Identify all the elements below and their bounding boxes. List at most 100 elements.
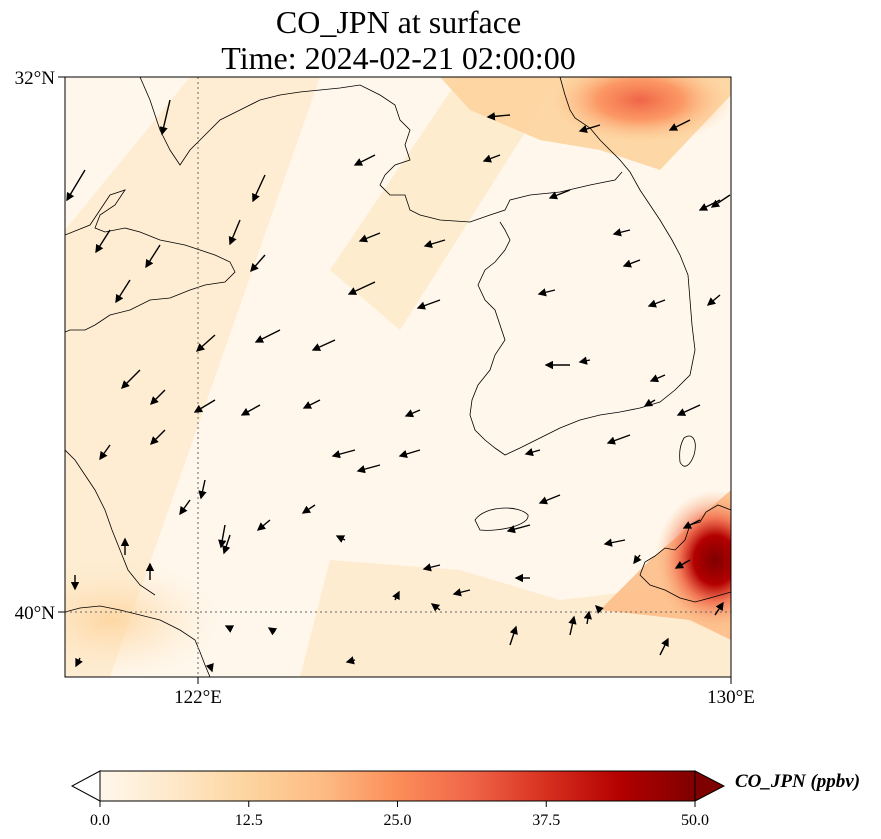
wind-arrow <box>668 119 691 131</box>
wind-arrow <box>250 254 266 273</box>
field-band-south <box>300 560 731 677</box>
x-tick-label-130: 130°E <box>707 687 755 708</box>
wind-arrow <box>150 389 166 405</box>
field-band-west <box>65 77 320 677</box>
concentration-field <box>65 77 731 677</box>
coast-yangtze-mouth <box>65 605 211 677</box>
wind-arrow <box>145 244 161 269</box>
wind-arrow <box>311 339 336 351</box>
colorbar-tick-label: 0.0 <box>90 812 110 829</box>
x-tick-label-122: 122°E <box>174 687 222 708</box>
wind-arrow <box>659 637 669 656</box>
wind-arrow <box>205 663 214 673</box>
wind-arrow <box>423 239 446 249</box>
wind-arrow <box>509 625 518 646</box>
wind-arrow <box>622 259 641 268</box>
wind-arrow <box>643 398 656 407</box>
wind-arrow <box>524 448 541 457</box>
wind-arrow <box>358 232 381 243</box>
wind-arrow <box>486 112 511 121</box>
colorbar-tick-label: 25.0 <box>384 812 412 829</box>
wind-arrow <box>345 656 356 665</box>
coast-liaodong-korea-bay <box>139 77 623 223</box>
wind-arrow <box>267 627 278 636</box>
colorbar-tick-label: 37.5 <box>532 812 560 829</box>
colorbar: 0.0 12.5 25.0 37.5 50.0 CO_JPN (ppbv) <box>70 770 860 829</box>
wind-arrow <box>301 504 316 514</box>
colorbar-over-triangle <box>694 770 726 802</box>
wind-arrow <box>649 374 666 383</box>
wind-arrow <box>452 588 471 597</box>
wind-arrow <box>506 524 531 534</box>
coastlines <box>65 77 731 677</box>
colorbar-gradient <box>99 770 696 802</box>
y-tick-label-32: 40°N <box>15 603 56 624</box>
colorbar-label: CO_JPN (ppbv) <box>735 771 860 792</box>
wind-arrow <box>218 524 227 549</box>
wind-arrow <box>121 369 141 389</box>
chart-subtitle: Time: 2024-02-21 02:00:00 <box>221 40 576 76</box>
wind-arrow <box>676 404 701 416</box>
chart-title: CO_JPN at surface <box>275 4 522 40</box>
colorbar-under-triangle <box>70 770 101 802</box>
wind-arrow <box>179 499 191 516</box>
x-axis: 122°E 130°E <box>174 677 755 708</box>
colorbar-tick-label: 12.5 <box>235 812 263 829</box>
wind-arrow <box>568 615 577 636</box>
wind-arrow <box>595 605 604 614</box>
wind-arrow <box>674 559 691 569</box>
wind-arrow <box>335 535 346 543</box>
wind-arrow <box>422 563 441 572</box>
wind-arrow <box>682 519 701 529</box>
wind-arrow <box>537 288 556 297</box>
wind-arrow <box>331 449 356 459</box>
wind-arrow <box>548 189 571 200</box>
wind-arrow <box>195 334 216 352</box>
wind-arrow <box>392 590 400 601</box>
wind-arrow <box>159 99 171 136</box>
wind-arrow <box>302 399 321 409</box>
y-axis: 32°N 40°N <box>15 68 65 624</box>
wind-arrow <box>612 228 631 237</box>
wind-arrow <box>254 329 281 343</box>
wind-arrow <box>66 169 86 202</box>
wind-arrow <box>222 534 231 555</box>
wind-arrow <box>404 409 421 418</box>
wind-arrow <box>538 494 561 505</box>
wind-arrow <box>633 554 642 565</box>
wind-arrow <box>606 434 631 445</box>
field-se-hotspot <box>655 490 731 630</box>
wind-arrow <box>482 154 501 163</box>
wind-arrow <box>647 299 666 308</box>
colorbar-ticks: 0.0 12.5 25.0 37.5 50.0 <box>90 801 709 829</box>
wind-arrow <box>75 657 83 668</box>
field-soft-sw <box>65 560 220 677</box>
wind-arrow <box>710 194 731 208</box>
wind-arrow <box>353 154 376 166</box>
coast-jiangsu <box>65 449 156 596</box>
wind-arrow <box>228 219 241 246</box>
wind-arrow <box>115 279 131 304</box>
field-band-north <box>330 77 560 330</box>
wind-arrow <box>150 429 166 445</box>
y-tick-label-40: 32°N <box>15 68 56 89</box>
wind-arrow <box>95 229 111 254</box>
wind-arrow <box>578 356 591 365</box>
wind-arrow <box>240 404 261 416</box>
coast-kyushu <box>639 504 731 603</box>
wind-arrow <box>430 603 441 612</box>
coast-jeju <box>474 507 529 531</box>
wind-arrow <box>578 124 601 134</box>
wind-arrow <box>224 625 235 633</box>
wind-arrow <box>256 519 271 531</box>
wind-arrow <box>356 464 381 474</box>
wind-arrow <box>706 294 721 306</box>
wind-vectors <box>66 99 731 673</box>
wind-arrow <box>603 538 626 547</box>
wind-arrow <box>193 399 216 413</box>
coast-tsushima <box>679 435 696 467</box>
coast-korean-peninsula <box>469 77 696 456</box>
colorbar-tick-label: 50.0 <box>681 812 709 829</box>
wind-arrow <box>198 479 207 500</box>
